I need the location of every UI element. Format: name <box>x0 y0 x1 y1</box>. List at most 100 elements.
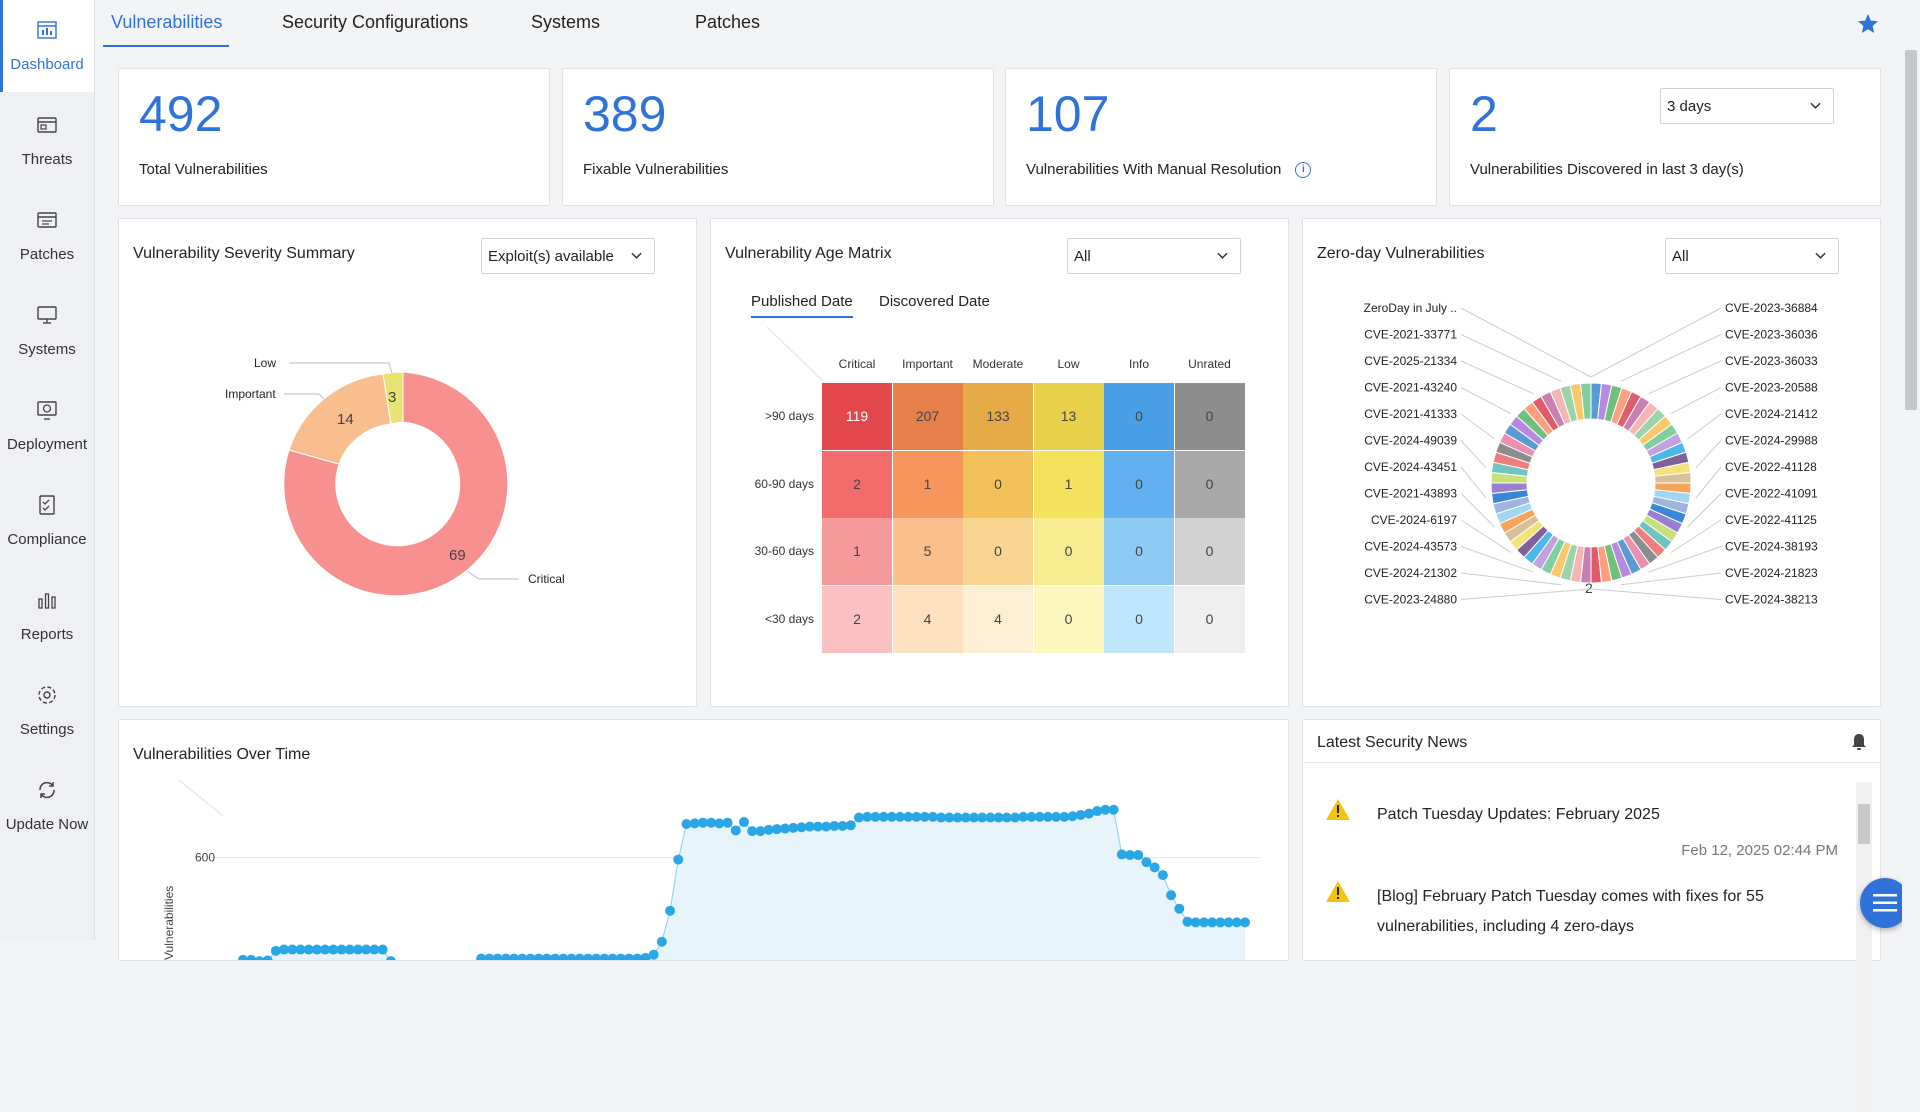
tab-systems[interactable]: Systems <box>531 12 601 32</box>
data-point[interactable] <box>1067 811 1078 822</box>
matrix-cell[interactable]: 4 <box>963 585 1033 653</box>
data-point[interactable] <box>878 811 889 822</box>
chat-button[interactable] <box>1860 878 1910 928</box>
data-point[interactable] <box>771 824 782 835</box>
data-point[interactable] <box>804 821 815 832</box>
matrix-cell[interactable]: 0 <box>1104 518 1174 585</box>
matrix-cell[interactable]: 1 <box>822 518 892 585</box>
data-point[interactable] <box>1026 811 1037 822</box>
matrix-cell[interactable]: 0 <box>1174 383 1245 450</box>
days-filter-select[interactable]: 3 days <box>1660 88 1834 124</box>
news-item[interactable]: [Blog] February Patch Tuesday comes with… <box>1325 880 1840 950</box>
data-point[interactable] <box>903 811 914 822</box>
sidebar-item-compliance[interactable]: Compliance <box>0 475 94 567</box>
donut-slice-critical[interactable] <box>283 371 509 597</box>
data-point[interactable] <box>755 826 766 837</box>
matrix-cell[interactable]: 0 <box>1174 518 1245 585</box>
data-point[interactable] <box>1034 811 1045 822</box>
data-point[interactable] <box>1108 804 1119 815</box>
data-point[interactable] <box>1075 809 1086 820</box>
data-point[interactable] <box>870 811 881 822</box>
data-point[interactable] <box>993 812 1004 823</box>
sidebar-item-patches[interactable]: Patches <box>0 190 94 282</box>
bell-icon[interactable] <box>1850 732 1868 752</box>
data-point[interactable] <box>936 812 947 823</box>
data-point[interactable] <box>895 811 906 822</box>
data-point[interactable] <box>1182 916 1193 927</box>
sidebar-item-dashboard[interactable]: Dashboard <box>0 0 94 92</box>
data-point[interactable] <box>927 811 938 822</box>
data-point[interactable] <box>1092 806 1103 817</box>
data-point[interactable] <box>862 811 873 822</box>
matrix-cell[interactable]: 0 <box>1033 585 1104 653</box>
data-point[interactable] <box>1059 811 1070 822</box>
data-point[interactable] <box>788 822 799 833</box>
zero-day-filter-select[interactable]: All <box>1665 238 1839 274</box>
data-point[interactable] <box>1240 917 1250 928</box>
data-point[interactable] <box>689 818 700 829</box>
matrix-cell[interactable]: 0 <box>1033 518 1104 585</box>
sidebar-item-update-now[interactable]: Update Now <box>0 760 94 852</box>
matrix-cell[interactable]: 0 <box>1174 585 1245 653</box>
data-point[interactable] <box>944 812 955 823</box>
matrix-cell[interactable]: 1 <box>892 450 963 518</box>
data-point[interactable] <box>1174 903 1185 914</box>
data-point[interactable] <box>730 825 741 836</box>
matrix-cell[interactable]: 2 <box>822 450 892 518</box>
data-point[interactable] <box>845 820 856 831</box>
star-icon[interactable] <box>1856 12 1880 36</box>
sidebar-item-settings[interactable]: Settings <box>0 665 94 757</box>
data-point[interactable] <box>812 821 823 832</box>
data-point[interactable] <box>681 819 692 829</box>
data-point[interactable] <box>706 817 717 828</box>
tab-patches[interactable]: Patches <box>695 12 761 32</box>
data-point[interactable] <box>246 954 257 960</box>
data-point[interactable] <box>665 905 676 916</box>
matrix-cell[interactable]: 1 <box>1033 450 1104 518</box>
data-point[interactable] <box>985 812 996 823</box>
data-point[interactable] <box>1141 857 1152 868</box>
data-point[interactable] <box>911 811 922 822</box>
data-point[interactable] <box>1116 849 1127 860</box>
page-scrollbar-thumb[interactable] <box>1905 50 1917 410</box>
data-point[interactable] <box>747 826 758 837</box>
sidebar-item-reports[interactable]: Reports <box>0 570 94 662</box>
matrix-cell[interactable]: 13 <box>1033 383 1104 450</box>
data-point[interactable] <box>886 811 897 822</box>
data-point[interactable] <box>714 818 725 829</box>
donut-slice-low[interactable] <box>382 371 404 425</box>
data-point[interactable] <box>829 820 840 831</box>
sidebar-item-threats[interactable]: Threats <box>0 95 94 187</box>
data-point[interactable] <box>1083 808 1094 819</box>
matrix-cell[interactable]: 0 <box>1104 585 1174 653</box>
matrix-cell[interactable]: 0 <box>963 518 1033 585</box>
data-point[interactable] <box>1198 917 1209 928</box>
zero-day-slice[interactable] <box>1579 382 1592 420</box>
data-point[interactable] <box>821 821 832 832</box>
data-point[interactable] <box>656 936 667 947</box>
data-point[interactable] <box>1157 870 1168 881</box>
matrix-cell[interactable]: 0 <box>1104 450 1174 518</box>
page-scrollbar[interactable] <box>1902 0 1920 940</box>
data-point[interactable] <box>673 854 684 865</box>
news-scrollbar-thumb[interactable] <box>1858 804 1870 844</box>
tab-security-configurations[interactable]: Security Configurations <box>282 12 469 32</box>
data-point[interactable] <box>1042 811 1053 822</box>
data-point[interactable] <box>377 944 388 955</box>
matrix-cell[interactable]: 0 <box>1174 450 1245 518</box>
matrix-cell[interactable]: 133 <box>963 383 1033 450</box>
data-point[interactable] <box>853 812 864 823</box>
data-point[interactable] <box>1100 804 1111 815</box>
matrix-cell[interactable]: 2 <box>822 585 892 653</box>
data-point[interactable] <box>722 817 733 828</box>
matrix-cell[interactable]: 4 <box>892 585 963 653</box>
news-scrollbar[interactable] <box>1856 782 1872 1112</box>
data-point[interactable] <box>960 812 971 823</box>
data-point[interactable] <box>977 812 988 823</box>
data-point[interactable] <box>1207 917 1218 928</box>
sidebar-item-deployment[interactable]: Deployment <box>0 380 94 472</box>
sidebar-item-systems[interactable]: Systems <box>0 285 94 377</box>
data-point[interactable] <box>697 817 708 828</box>
data-point[interactable] <box>837 820 848 831</box>
news-item[interactable]: Patch Tuesday Updates: February 2025 Feb… <box>1325 798 1840 868</box>
